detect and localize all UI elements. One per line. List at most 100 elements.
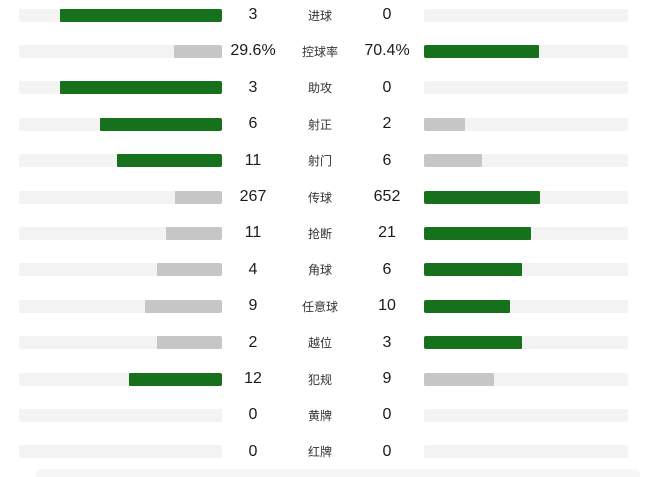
left-stat-value: 11 <box>244 224 262 242</box>
stat-row: 4 角球 6 <box>0 252 660 288</box>
right-stat-bar-track <box>424 372 628 386</box>
left-stat-bar-track <box>19 372 222 386</box>
right-stat-bar <box>424 227 532 241</box>
left-stat-value: 3 <box>248 78 258 96</box>
stat-row: 9 任意球 10 <box>0 288 660 324</box>
stat-label: 越位 <box>307 336 332 351</box>
stat-row: 3 助攻 0 <box>0 70 660 106</box>
stat-row: 12 犯规 9 <box>0 361 660 397</box>
right-stat-value: 9 <box>382 369 392 387</box>
right-stat-bar-track <box>424 336 628 350</box>
left-stat-bar-track <box>19 408 222 422</box>
left-stat-bar <box>116 154 222 168</box>
stat-label: 进球 <box>307 8 332 23</box>
right-stat-bar-track <box>424 45 628 59</box>
right-stat-bar-track <box>424 154 628 168</box>
left-stat-bar <box>100 117 222 131</box>
right-stat-bar-track <box>424 190 628 204</box>
right-stat-bar <box>424 263 522 277</box>
right-stat-value: 0 <box>382 6 392 23</box>
right-stat-value: 2 <box>382 115 392 133</box>
left-stat-bar <box>166 227 222 241</box>
left-stat-bar-track <box>19 263 222 277</box>
right-stat-value: 21 <box>378 224 396 242</box>
right-stat-bar-track <box>424 8 628 22</box>
left-stat-value: 267 <box>239 187 267 205</box>
left-stat-value: 9 <box>248 297 258 315</box>
left-stat-bar-track <box>19 8 222 22</box>
left-stat-bar <box>145 299 222 313</box>
right-stat-value: 3 <box>382 333 392 351</box>
left-stat-bar <box>174 190 222 204</box>
next-section-peek <box>36 469 640 477</box>
right-stat-value: 0 <box>382 442 392 460</box>
right-stat-bar <box>424 372 494 386</box>
stat-label: 任意球 <box>301 299 338 314</box>
stat-label: 助攻 <box>307 81 332 96</box>
stat-label: 犯规 <box>307 372 332 387</box>
stat-label: 射门 <box>307 154 332 169</box>
right-stat-value: 6 <box>382 260 392 278</box>
left-stat-value: 12 <box>244 369 262 387</box>
left-stat-value: 29.6% <box>230 42 276 60</box>
stat-label: 角球 <box>307 263 332 278</box>
right-stat-value: 0 <box>382 78 392 96</box>
left-stat-value: 2 <box>248 333 258 351</box>
left-stat-bar-track <box>19 154 222 168</box>
left-stat-bar-track <box>19 445 222 459</box>
right-stat-value: 10 <box>378 297 396 315</box>
right-stat-bar <box>424 117 465 131</box>
left-stat-bar-track <box>19 227 222 241</box>
left-stat-bar-track <box>19 117 222 131</box>
left-stat-bar <box>157 336 222 350</box>
left-stat-bar-track <box>19 299 222 313</box>
left-stat-bar <box>129 372 222 386</box>
stat-row: 0 黄牌 0 <box>0 397 660 433</box>
stat-row: 267 传球 652 <box>0 179 660 215</box>
right-stat-value: 6 <box>382 151 392 169</box>
right-stat-bar-track <box>424 408 628 422</box>
left-stat-bar-track <box>19 336 222 350</box>
stat-label: 抢断 <box>307 227 332 242</box>
right-stat-bar-track <box>424 81 628 95</box>
right-stat-bar-track <box>424 117 628 131</box>
left-stat-bar-track <box>19 81 222 95</box>
right-stat-value: 70.4% <box>364 42 410 60</box>
left-stat-value: 0 <box>248 406 258 424</box>
right-stat-bar <box>424 45 539 59</box>
right-stat-value: 0 <box>382 406 392 424</box>
left-stat-value: 11 <box>244 151 262 169</box>
stat-label: 黄牌 <box>307 408 332 423</box>
stat-row: 2 越位 3 <box>0 325 660 361</box>
right-stat-bar <box>424 336 522 350</box>
stat-label: 传球 <box>307 190 332 205</box>
stat-row: 11 抢断 21 <box>0 215 660 251</box>
stat-row: 29.6% 控球率 70.4% <box>0 33 660 69</box>
right-stat-bar-track <box>424 227 628 241</box>
left-stat-bar <box>173 45 222 59</box>
right-stat-bar <box>424 299 510 313</box>
left-stat-bar-track <box>19 190 222 204</box>
right-stat-bar <box>424 190 540 204</box>
stat-row: 6 射正 2 <box>0 106 660 142</box>
right-stat-bar-track <box>424 299 628 313</box>
left-stat-bar <box>157 263 222 277</box>
left-stat-bar-track <box>19 45 222 59</box>
right-stat-bar-track <box>424 445 628 459</box>
right-stat-bar <box>424 154 482 168</box>
left-stat-bar <box>59 81 222 95</box>
right-stat-value: 652 <box>373 187 401 205</box>
stat-row: 11 射门 6 <box>0 143 660 179</box>
stat-label: 红牌 <box>307 445 332 460</box>
stat-row: 0 红牌 0 <box>0 434 660 470</box>
left-stat-bar <box>59 8 222 22</box>
right-stat-bar-track <box>424 263 628 277</box>
stat-label: 射正 <box>307 117 332 132</box>
stat-row: 3 进球 0 <box>0 0 660 33</box>
left-stat-value: 6 <box>248 115 258 133</box>
left-stat-value: 0 <box>248 442 258 460</box>
stat-label: 控球率 <box>301 45 338 60</box>
left-stat-value: 4 <box>248 260 258 278</box>
